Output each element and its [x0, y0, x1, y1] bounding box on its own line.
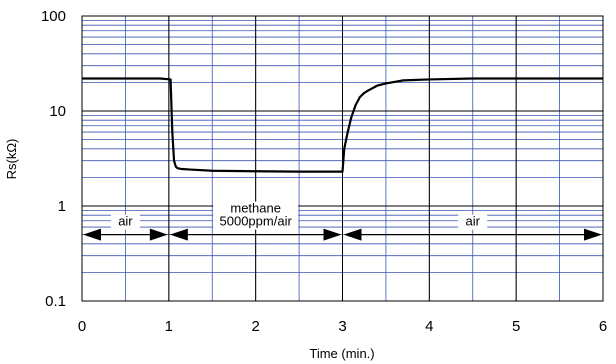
annotation-label-bg [110, 214, 140, 230]
y-tick-label: 0.1 [45, 293, 66, 310]
y-tick-labels: 0.1 1 10 100 [41, 8, 66, 310]
annotation-phase: air [83, 214, 168, 241]
annotation-arrow-head-left [169, 228, 188, 241]
annotation-label-bg [213, 201, 299, 230]
annotation-arrow-head-left [343, 228, 362, 241]
annotation-arrow-head-right [584, 228, 602, 241]
annotation-arrow-head-left [83, 228, 101, 241]
y-tick-label: 100 [41, 8, 66, 25]
annotation-label: air [118, 214, 133, 229]
x-tick-label: 5 [512, 318, 520, 335]
x-axis-label: Time (min.) [309, 346, 374, 361]
annotation-label: methane [230, 201, 281, 216]
annotation-phase: air [343, 214, 602, 241]
y-tick-label: 10 [49, 103, 66, 120]
x-tick-labels: 0 1 2 3 4 5 6 [78, 318, 607, 335]
x-tick-label: 4 [425, 318, 433, 335]
annotation-label-bg [458, 214, 488, 230]
x-tick-label: 6 [599, 318, 607, 335]
y-tick-label: 1 [58, 198, 66, 215]
annotation-arrow-head-right [323, 228, 342, 241]
annotation-label: 5000ppm/air [220, 214, 293, 229]
x-tick-label: 3 [338, 318, 346, 335]
series-line [82, 77, 603, 173]
annotation-label: air [466, 214, 481, 229]
annotation-arrow-head-right [149, 228, 168, 241]
x-tick-label: 1 [165, 318, 173, 335]
x-tick-label: 0 [78, 318, 86, 335]
series-layer [82, 77, 603, 173]
y-axis-label: Rs(kΩ) [4, 139, 19, 180]
x-tick-label: 2 [251, 318, 259, 335]
plot-frame [81, 15, 604, 302]
